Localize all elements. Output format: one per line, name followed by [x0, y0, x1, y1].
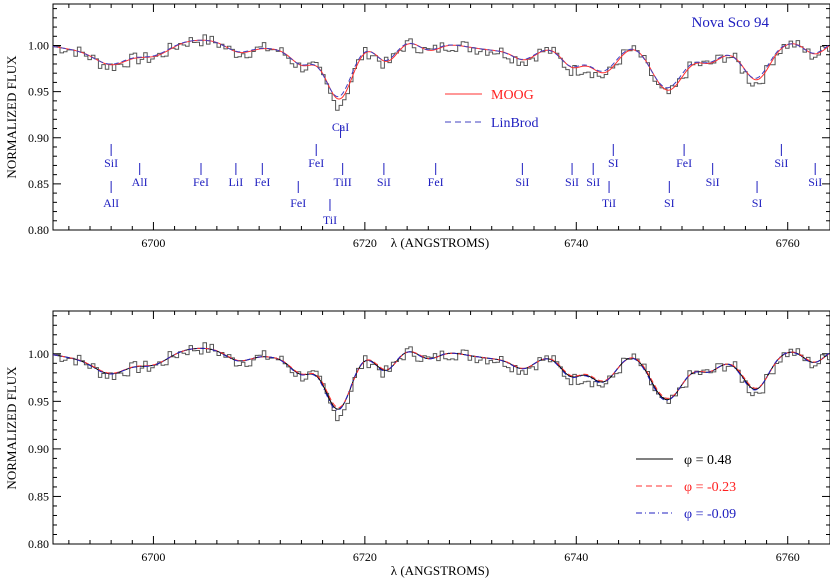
bottom-xtick-label: 6760	[776, 550, 800, 564]
top-x-axis-ticks: 6700 6720 6740 6760	[68, 4, 830, 250]
top-y-axis-ticks: 0.80 0.85 0.90 0.95 1.00	[28, 8, 830, 237]
line-id-label: SI	[752, 196, 763, 210]
line-id-label: AlI	[132, 175, 148, 189]
top-legend: MOOG LinBrod	[445, 88, 538, 131]
phi-m023-model-line	[52, 347, 830, 409]
top-ytick-label: 0.80	[28, 223, 49, 237]
top-xtick-label: 6760	[776, 236, 800, 250]
bottom-spectrum-panel: 6700 6720 6740 6760 0.80 0.85 0.90 0.95 1.00 φ …	[4, 310, 830, 578]
line-id-label: SiI	[808, 175, 822, 189]
top-xtick-label: 6720	[353, 236, 377, 250]
observed-spectrum	[53, 34, 830, 111]
line-id-label: TiI	[323, 213, 337, 227]
top-ytick-label: 1.00	[28, 39, 49, 53]
line-id-label: TiI	[602, 196, 616, 210]
bottom-y-axis-ticks: 0.80 0.85 0.90 0.95 1.00	[28, 315, 830, 551]
bottom-plot-frame	[52, 310, 830, 545]
line-id-label: LiI	[229, 175, 244, 189]
bottom-ytick-label: 0.90	[28, 442, 49, 456]
legend-linbrod-label: LinBrod	[491, 116, 538, 131]
line-id-label: SiI	[586, 175, 600, 189]
line-id-label: FeI	[290, 196, 306, 210]
line-id-label: AlI	[103, 196, 119, 210]
bottom-xtick-label: 6720	[353, 550, 377, 564]
legend-moog-label: MOOG	[491, 88, 534, 103]
legend-phi-m009-label: φ = -0.09	[684, 507, 736, 522]
top-plot-frame	[52, 3, 830, 231]
line-id-label: FeI	[193, 175, 209, 189]
line-id-label: FeI	[428, 175, 444, 189]
line-id-label: FeI	[308, 156, 324, 170]
linbrod-model-line	[52, 39, 830, 98]
line-id-label: SiI	[515, 175, 529, 189]
top-ytick-label: 0.90	[28, 131, 49, 145]
bottom-ytick-label: 0.80	[28, 537, 49, 551]
bottom-ytick-label: 0.95	[28, 394, 49, 408]
top-ytick-label: 0.95	[28, 85, 49, 99]
bottom-ytick-label: 1.00	[28, 347, 49, 361]
line-id-label: SiI	[377, 175, 391, 189]
top-x-axis-label: λ (ANGSTROMS)	[391, 235, 489, 250]
bottom-curves	[52, 342, 830, 422]
bottom-x-axis-ticks: 6700 6720 6740 6760	[68, 311, 830, 564]
line-id-label: SI	[608, 156, 619, 170]
line-id-label: FeI	[254, 175, 270, 189]
phi-m009-model-line	[52, 347, 830, 411]
observed-spectrum	[53, 342, 830, 422]
line-id-label: SiI	[774, 156, 788, 170]
line-id-label: CaI	[332, 120, 349, 134]
top-curves	[52, 34, 830, 111]
line-id-label: SiI	[565, 175, 579, 189]
line-id-label: SiI	[104, 156, 118, 170]
line-id-label: TiII	[334, 175, 352, 189]
line-identifications: SiI AlI AlI FeI LiI FeI FeI FeI TiI CaI TiII SiI FeI…	[103, 120, 822, 227]
top-ytick-label: 0.85	[28, 177, 49, 191]
line-id-label: SI	[664, 196, 675, 210]
bottom-y-axis-label: NORMALIZED FLUX	[4, 366, 19, 490]
line-id-label: SiI	[706, 175, 720, 189]
top-spectrum-panel: 6700 6720 6740 6760 0.80 0.85 0.90 0.95 1.00 Si…	[4, 3, 830, 250]
top-y-axis-label: NORMALIZED FLUX	[4, 55, 19, 179]
top-xtick-label: 6700	[141, 236, 165, 250]
top-xtick-label: 6740	[564, 236, 588, 250]
bottom-xtick-label: 6700	[141, 550, 165, 564]
bottom-xtick-label: 6740	[564, 550, 588, 564]
chart-title: Nova Sco 94	[692, 15, 770, 31]
legend-phi-048-label: φ = 0.48	[684, 453, 732, 468]
bottom-legend: φ = 0.48 φ = -0.23 φ = -0.09	[636, 453, 736, 522]
bottom-ytick-label: 0.85	[28, 489, 49, 503]
legend-phi-m023-label: φ = -0.23	[684, 480, 736, 495]
line-id-label: FeI	[676, 156, 692, 170]
bottom-x-axis-label: λ (ANGSTROMS)	[391, 563, 489, 578]
